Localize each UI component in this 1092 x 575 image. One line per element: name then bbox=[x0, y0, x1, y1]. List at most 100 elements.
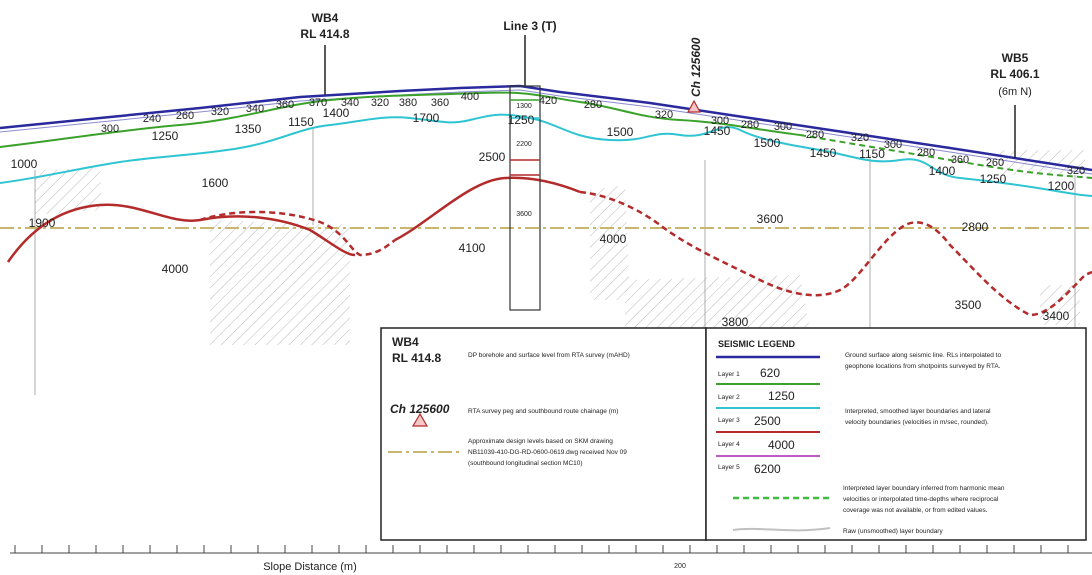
line3-label: Line 3 (T) bbox=[503, 19, 556, 33]
legend-layer-name: Layer 3 bbox=[718, 417, 740, 424]
layer3-boundary-line bbox=[0, 113, 1092, 197]
velocity-label: 1350 bbox=[235, 122, 262, 136]
velocity-label: 1450 bbox=[704, 124, 731, 138]
legend-inferred-desc: Interpreted layer boundary inferred from… bbox=[843, 485, 1005, 492]
velocity-label: 1500 bbox=[754, 136, 781, 150]
velocity-label: 320 bbox=[1067, 165, 1085, 177]
legend-layer-velocity: 2500 bbox=[754, 414, 781, 428]
legend-interp-desc: Interpreted, smoothed layer boundaries a… bbox=[845, 408, 991, 415]
hatch-zone bbox=[210, 220, 350, 345]
hatch-zone bbox=[590, 185, 630, 300]
layer4-boundary-dashed bbox=[199, 210, 396, 257]
velocity-label: 1500 bbox=[607, 125, 634, 139]
velocity-label: 1400 bbox=[929, 164, 956, 178]
velocity-label: 300 bbox=[884, 139, 902, 151]
legend-inferred-desc: coverage was not available, or from edit… bbox=[843, 507, 988, 514]
velocity-label: 320 bbox=[655, 109, 673, 121]
legend-layer-name: Layer 4 bbox=[718, 441, 740, 448]
slope-distance-axis bbox=[10, 545, 1092, 554]
velocity-label: 1150 bbox=[859, 147, 885, 161]
axis-tick-label: 200 bbox=[674, 563, 686, 570]
legend-raw-line bbox=[732, 527, 831, 532]
wb4-rl-label: RL 414.8 bbox=[300, 27, 349, 41]
velocity-label: 400 bbox=[461, 91, 479, 103]
velocity-label: 1000 bbox=[11, 157, 38, 171]
legend-layer-velocity: 4000 bbox=[768, 438, 795, 452]
legend-layer-name: Layer 2 bbox=[718, 394, 740, 401]
hatch-zone bbox=[1040, 285, 1080, 325]
velocity-label: 420 bbox=[539, 95, 557, 107]
velocity-label: 1200 bbox=[1048, 179, 1075, 193]
legend-chainage-icon bbox=[411, 412, 429, 427]
velocity-label: 4000 bbox=[162, 262, 189, 276]
layer4-boundary-line bbox=[394, 176, 581, 242]
velocity-label: 340 bbox=[341, 97, 359, 109]
velocity-label: 320 bbox=[371, 97, 389, 109]
legend-ground-desc: Ground surface along seismic line. RLs i… bbox=[845, 352, 1001, 359]
hatch-zone bbox=[625, 275, 810, 330]
velocity-label: 300 bbox=[101, 123, 119, 135]
velocity-label: 340 bbox=[246, 103, 264, 115]
legend-inferred-desc: velocities or interpolated time-depths w… bbox=[843, 496, 999, 503]
line3-column bbox=[509, 35, 541, 311]
velocity-label: 300 bbox=[711, 115, 729, 127]
seismic-legend-frame bbox=[705, 327, 1087, 541]
velocity-label: 3500 bbox=[955, 298, 982, 312]
legend-design-desc: NB11039-410-DG-RD-0600-0619.dwg received… bbox=[468, 449, 627, 456]
legend-design-desc: Approximate design levels based on SKM d… bbox=[468, 438, 613, 445]
velocity-labels: 300 240 260 320 340 360 370 340 320 380 360 400 420 2… bbox=[11, 91, 1086, 329]
vertical-gridlines bbox=[34, 128, 1076, 395]
wb5-rl-label: RL 406.1 bbox=[990, 67, 1039, 81]
hatched-areas bbox=[35, 150, 1085, 345]
velocity-label: 1700 bbox=[413, 111, 440, 125]
legend-layer-name: Layer 1 bbox=[718, 371, 740, 378]
velocity-label: 3600 bbox=[757, 212, 784, 226]
legend-layer-velocity: 1250 bbox=[768, 389, 795, 403]
axis-title: Slope Distance (m) bbox=[263, 561, 357, 573]
legend-layer-name: Layer 5 bbox=[718, 464, 740, 471]
legend-chainage-desc: RTA survey peg and southbound route chai… bbox=[468, 408, 618, 415]
chainage-label: Ch 125600 bbox=[689, 37, 703, 97]
velocity-label: 2500 bbox=[479, 150, 506, 164]
line3-velocity-small: 3600 bbox=[516, 211, 532, 218]
velocity-label: 4100 bbox=[459, 241, 486, 255]
legend-interp-desc: velocity boundaries (velocities in m/sec… bbox=[845, 419, 989, 426]
velocity-label: 260 bbox=[986, 157, 1004, 169]
wb5-label: WB5 bbox=[1002, 51, 1029, 65]
velocity-label: 1900 bbox=[29, 216, 56, 230]
layer2-boundary-dashed bbox=[799, 134, 1092, 179]
velocity-label: 4000 bbox=[600, 232, 627, 246]
hatch-zone bbox=[35, 168, 102, 215]
legend-box: WB4 RL 414.8 DP borehole and surface lev… bbox=[380, 327, 1087, 541]
velocity-label: 360 bbox=[431, 97, 449, 109]
chainage-marker-icon bbox=[686, 99, 702, 113]
velocity-label: 2800 bbox=[962, 220, 989, 234]
layer2-boundary-line bbox=[0, 91, 801, 148]
line3-velocity-small: 2200 bbox=[516, 141, 532, 148]
line3-velocity-small: 1300 bbox=[516, 103, 532, 110]
legend-borehole-desc: DP borehole and surface level from RTA s… bbox=[468, 352, 630, 359]
velocity-label: 360 bbox=[276, 99, 294, 111]
legend-layer-velocity: 6200 bbox=[754, 462, 781, 476]
velocity-label: 360 bbox=[951, 154, 969, 166]
velocity-label: 280 bbox=[806, 129, 824, 141]
velocity-label: 320 bbox=[851, 132, 869, 144]
wb4-label: WB4 bbox=[312, 11, 339, 25]
wb5-offset-label: (6m N) bbox=[998, 86, 1032, 98]
legend-chainage-label: Ch 125600 bbox=[390, 402, 450, 416]
legend-wb4-rl: RL 414.8 bbox=[392, 351, 441, 365]
legend-design-desc: (southbound longitudinal section MC10) bbox=[468, 460, 583, 467]
velocity-label: 280 bbox=[917, 147, 935, 159]
velocity-label: 3800 bbox=[722, 315, 749, 329]
velocity-label: 380 bbox=[399, 97, 417, 109]
velocity-label: 1250 bbox=[980, 172, 1007, 186]
velocity-label: 320 bbox=[211, 106, 229, 118]
legend-wb4-label: WB4 bbox=[392, 335, 419, 349]
velocity-label: 1400 bbox=[323, 106, 350, 120]
velocity-label: 280 bbox=[741, 119, 759, 131]
velocity-label: 1250 bbox=[152, 129, 179, 143]
velocity-label: 280 bbox=[584, 99, 602, 111]
legend-frame bbox=[380, 327, 707, 541]
